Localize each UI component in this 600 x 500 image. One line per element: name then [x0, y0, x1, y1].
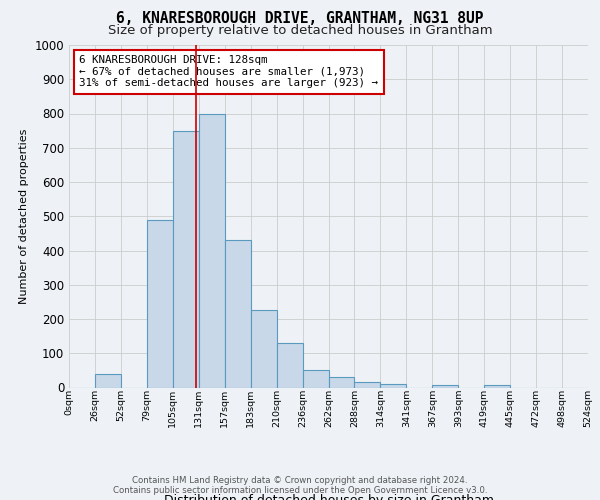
- Bar: [251, 310, 277, 388]
- Bar: [147, 220, 173, 388]
- Text: 6 KNARESBOROUGH DRIVE: 128sqm
← 67% of detached houses are smaller (1,973)
31% o: 6 KNARESBOROUGH DRIVE: 128sqm ← 67% of d…: [79, 56, 379, 88]
- Y-axis label: Number of detached properties: Number of detached properties: [19, 128, 29, 304]
- Bar: [355, 382, 380, 388]
- Text: Size of property relative to detached houses in Grantham: Size of property relative to detached ho…: [107, 24, 493, 37]
- Text: 6, KNARESBOROUGH DRIVE, GRANTHAM, NG31 8UP: 6, KNARESBOROUGH DRIVE, GRANTHAM, NG31 8…: [116, 11, 484, 26]
- Bar: [433, 385, 458, 388]
- Bar: [277, 343, 302, 388]
- Bar: [173, 130, 199, 388]
- Bar: [95, 374, 121, 388]
- Text: Contains HM Land Registry data © Crown copyright and database right 2024.
Contai: Contains HM Land Registry data © Crown c…: [113, 476, 487, 495]
- Bar: [329, 377, 355, 388]
- Bar: [199, 114, 224, 388]
- Bar: [484, 385, 510, 388]
- Bar: [302, 370, 329, 388]
- X-axis label: Distribution of detached houses by size in Grantham: Distribution of detached houses by size …: [163, 494, 493, 500]
- Bar: [225, 240, 251, 388]
- Bar: [380, 384, 406, 388]
